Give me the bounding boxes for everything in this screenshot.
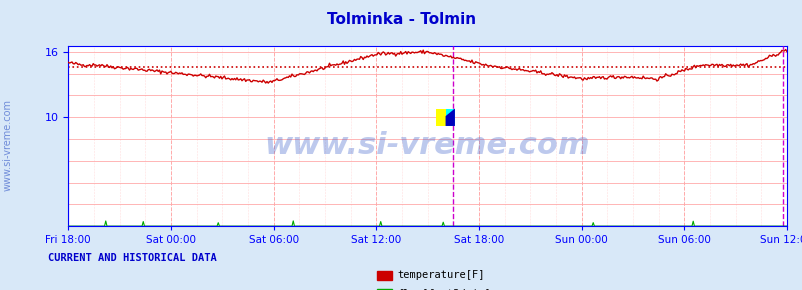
Polygon shape <box>435 108 445 126</box>
Polygon shape <box>445 108 455 126</box>
Text: CURRENT AND HISTORICAL DATA: CURRENT AND HISTORICAL DATA <box>48 253 217 263</box>
Text: flow[foot3/min]: flow[foot3/min] <box>397 288 491 290</box>
Polygon shape <box>445 108 455 126</box>
Text: www.si-vreme.com: www.si-vreme.com <box>3 99 13 191</box>
Text: temperature[F]: temperature[F] <box>397 271 484 280</box>
Text: www.si-vreme.com: www.si-vreme.com <box>265 131 589 160</box>
Text: Tolminka - Tolmin: Tolminka - Tolmin <box>326 12 476 27</box>
